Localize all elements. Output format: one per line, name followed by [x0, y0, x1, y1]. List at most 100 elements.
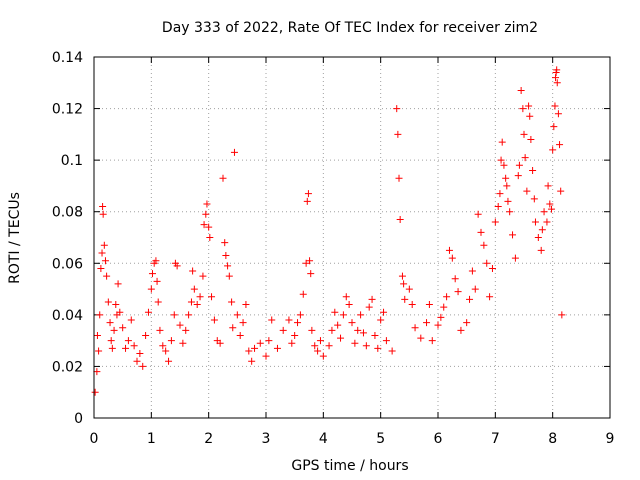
x-tick-label: 0: [90, 431, 99, 447]
data-point-plus: [497, 156, 505, 164]
data-point-plus: [236, 331, 244, 339]
data-point-plus: [423, 319, 431, 327]
data-point-plus: [108, 344, 116, 352]
data-point-plus: [519, 105, 527, 113]
data-point-plus: [514, 172, 522, 180]
data-point-plus: [374, 344, 382, 352]
data-point-plus: [393, 105, 401, 113]
data-point-plus: [359, 329, 367, 337]
data-point-plus: [239, 319, 247, 327]
data-point-plus: [394, 130, 402, 138]
data-point-plus: [448, 254, 456, 262]
data-point-plus: [127, 316, 135, 324]
data-point-plus: [527, 136, 535, 144]
x-tick-labels: 0 1 2 3 4 5 6 7 8 9: [90, 431, 615, 447]
data-point-plus: [216, 339, 224, 347]
data-point-plus: [182, 326, 190, 334]
y-tick-label: 0.02: [52, 359, 83, 375]
data-point-plus: [187, 298, 195, 306]
data-point-plus: [477, 228, 485, 236]
data-point-plus: [170, 311, 178, 319]
data-point-plus: [156, 326, 164, 334]
x-axis-label: GPS time / hours: [291, 458, 408, 474]
data-point-plus: [122, 344, 130, 352]
data-point-plus: [488, 264, 496, 272]
data-point-plus: [173, 262, 181, 270]
data-point-plus: [411, 324, 419, 332]
plot-frame: [93, 56, 611, 419]
data-point-plus: [471, 285, 479, 293]
data-point-plus: [202, 210, 210, 218]
data-point-plus: [268, 316, 276, 324]
data-point-plus: [251, 344, 259, 352]
data-point-plus: [517, 87, 525, 95]
data-point-plus: [200, 221, 208, 229]
data-point-plus: [91, 388, 99, 396]
data-point-plus: [525, 102, 533, 110]
x-tick-label: 8: [548, 431, 557, 447]
data-point-plus: [382, 337, 390, 345]
data-point-plus: [540, 208, 548, 216]
data-point-plus: [474, 210, 482, 218]
data-point-plus: [437, 313, 445, 321]
data-point-plus: [273, 344, 281, 352]
data-point-plus: [288, 339, 296, 347]
data-point-plus: [529, 166, 537, 174]
data-point-plus: [103, 272, 111, 280]
data-point-plus: [504, 197, 512, 205]
data-point-plus: [502, 174, 510, 182]
data-point-plus: [558, 311, 566, 319]
grid-lines: [94, 57, 610, 418]
data-point-plus: [457, 326, 465, 334]
data-point-plus: [531, 218, 539, 226]
x-tick-label: 2: [204, 431, 213, 447]
data-point-plus: [395, 174, 403, 182]
data-point-plus: [417, 334, 425, 342]
data-point-plus: [494, 203, 502, 211]
data-point-plus: [549, 146, 557, 154]
data-point-plus: [408, 301, 416, 309]
data-point-plus: [334, 321, 342, 329]
data-point-plus: [242, 301, 250, 309]
data-point-plus: [93, 331, 101, 339]
data-point-plus: [265, 337, 273, 345]
data-point-plus: [428, 337, 436, 345]
data-point-plus: [245, 347, 253, 355]
data-point-plus: [553, 79, 561, 87]
data-point-plus: [165, 357, 173, 365]
data-point-plus: [230, 148, 238, 156]
data-point-plus: [425, 301, 433, 309]
data-point-plus: [357, 311, 365, 319]
data-point-plus: [398, 272, 406, 280]
data-point-plus: [506, 208, 514, 216]
data-point-plus: [98, 249, 106, 257]
data-point-plus: [299, 290, 307, 298]
data-point-plus: [496, 190, 504, 198]
data-point-plus: [556, 141, 564, 149]
data-point-plus: [308, 326, 316, 334]
data-point-plus: [534, 234, 542, 241]
data-point-plus: [285, 316, 293, 324]
data-point-plus: [523, 187, 531, 195]
data-point-plus: [185, 311, 193, 319]
data-point-plus: [199, 272, 207, 280]
data-point-plus: [133, 357, 141, 365]
data-point-plus: [119, 324, 127, 332]
data-point-plus: [483, 259, 491, 267]
data-point-plus: [546, 200, 554, 208]
data-point-plus: [99, 203, 107, 211]
data-point-plus: [515, 161, 523, 169]
y-tick-labels: 0 0.02 0.04 0.06 0.08 0.1 0.12 0.14: [52, 50, 83, 427]
data-point-plus: [354, 326, 362, 334]
data-point-plus: [100, 241, 108, 249]
data-point-plus: [167, 337, 175, 345]
data-point-plus: [530, 195, 538, 203]
data-point-plus: [307, 270, 315, 278]
y-axis-label: ROTI / TECUs: [7, 192, 23, 284]
data-point-plus: [152, 257, 160, 265]
data-point-plus: [106, 319, 114, 327]
y-tick-label: 0.1: [61, 153, 83, 169]
data-point-plus: [544, 182, 552, 190]
data-point-plus: [224, 262, 232, 270]
data-point-plus: [339, 311, 347, 319]
